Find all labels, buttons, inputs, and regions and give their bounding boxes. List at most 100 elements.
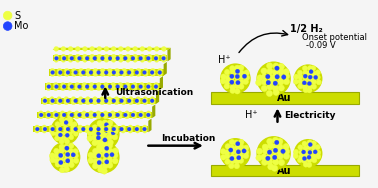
Circle shape <box>88 152 94 158</box>
Circle shape <box>62 56 66 60</box>
Circle shape <box>58 127 62 131</box>
Circle shape <box>71 72 76 77</box>
Circle shape <box>54 54 59 59</box>
Circle shape <box>50 142 81 172</box>
Circle shape <box>93 68 98 73</box>
Circle shape <box>127 99 131 103</box>
Circle shape <box>113 148 119 154</box>
Bar <box>211 165 359 176</box>
Circle shape <box>147 46 152 51</box>
Circle shape <box>316 80 321 85</box>
Circle shape <box>316 154 321 159</box>
Circle shape <box>140 58 145 62</box>
Circle shape <box>230 80 234 84</box>
Circle shape <box>230 74 234 78</box>
Circle shape <box>102 120 108 126</box>
Circle shape <box>87 118 119 150</box>
Polygon shape <box>148 119 152 132</box>
Circle shape <box>93 113 97 117</box>
Circle shape <box>146 111 151 116</box>
Circle shape <box>114 125 118 130</box>
Circle shape <box>61 58 66 62</box>
Circle shape <box>303 154 308 159</box>
Circle shape <box>143 68 148 73</box>
Circle shape <box>272 137 279 143</box>
Circle shape <box>104 123 108 127</box>
Circle shape <box>93 85 97 89</box>
Circle shape <box>101 113 104 117</box>
Circle shape <box>101 144 107 150</box>
Polygon shape <box>41 98 156 104</box>
Circle shape <box>161 54 166 59</box>
Circle shape <box>234 163 240 169</box>
Circle shape <box>273 159 279 165</box>
Circle shape <box>238 144 244 149</box>
Circle shape <box>307 155 311 159</box>
Circle shape <box>74 99 77 103</box>
Circle shape <box>234 83 240 89</box>
Circle shape <box>125 114 129 119</box>
Circle shape <box>256 80 262 86</box>
Circle shape <box>124 85 127 89</box>
Polygon shape <box>53 55 167 61</box>
Circle shape <box>111 46 116 51</box>
Circle shape <box>303 162 308 167</box>
Circle shape <box>39 114 43 119</box>
Circle shape <box>278 79 284 85</box>
Circle shape <box>234 70 239 76</box>
Circle shape <box>102 152 108 158</box>
Circle shape <box>224 83 229 89</box>
Circle shape <box>235 145 240 150</box>
Circle shape <box>293 149 299 155</box>
Circle shape <box>158 72 163 77</box>
Circle shape <box>277 138 283 145</box>
Circle shape <box>112 127 116 131</box>
Circle shape <box>307 84 312 89</box>
Circle shape <box>238 154 243 159</box>
Circle shape <box>298 74 303 79</box>
Circle shape <box>110 111 115 116</box>
Circle shape <box>104 83 108 87</box>
Circle shape <box>96 158 102 164</box>
Circle shape <box>73 131 79 136</box>
Circle shape <box>112 99 116 103</box>
Polygon shape <box>152 104 155 118</box>
Circle shape <box>282 75 286 79</box>
Circle shape <box>101 143 107 149</box>
Circle shape <box>225 159 230 164</box>
Circle shape <box>150 72 155 77</box>
Circle shape <box>225 69 230 75</box>
Circle shape <box>242 74 246 78</box>
Circle shape <box>93 72 98 77</box>
Circle shape <box>242 149 246 153</box>
Circle shape <box>315 145 320 150</box>
Circle shape <box>81 127 85 131</box>
Circle shape <box>65 148 70 153</box>
Circle shape <box>278 85 284 91</box>
Circle shape <box>150 70 154 74</box>
Circle shape <box>96 139 102 145</box>
Circle shape <box>89 86 94 91</box>
Circle shape <box>225 75 231 80</box>
Circle shape <box>140 46 145 51</box>
Circle shape <box>229 79 234 84</box>
Circle shape <box>92 163 98 169</box>
Circle shape <box>307 140 312 145</box>
Circle shape <box>50 157 55 163</box>
Circle shape <box>302 150 305 154</box>
Circle shape <box>72 127 77 132</box>
Circle shape <box>267 150 272 154</box>
Circle shape <box>111 83 116 87</box>
Circle shape <box>53 86 58 91</box>
Circle shape <box>81 70 85 74</box>
Circle shape <box>119 99 124 103</box>
Circle shape <box>234 140 239 146</box>
Circle shape <box>281 149 285 154</box>
Circle shape <box>68 135 74 140</box>
Circle shape <box>101 85 104 89</box>
Circle shape <box>272 80 278 86</box>
Circle shape <box>307 150 312 155</box>
Circle shape <box>139 114 144 119</box>
Circle shape <box>283 69 289 75</box>
Circle shape <box>58 158 64 163</box>
